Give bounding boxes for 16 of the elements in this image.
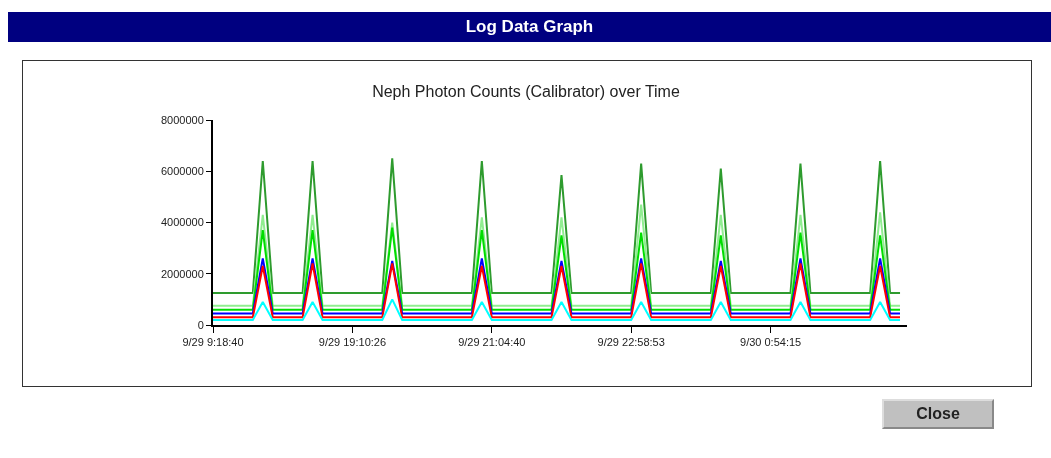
line-series: [213, 226, 902, 311]
y-tick-label: 8000000: [160, 113, 204, 126]
chart-title: Neph Photon Counts (Calibrator) over Time: [372, 83, 680, 101]
x-tick-label: 9/30 0:54:15: [740, 336, 802, 349]
y-tick-label: 2000000: [160, 267, 204, 280]
line-series: [213, 157, 902, 294]
y-tick-label: 6000000: [160, 165, 204, 178]
x-tick-label: 9/29 21:04:40: [458, 336, 526, 349]
x-tick-label: 9/29 19:10:26: [318, 336, 387, 349]
line-series: [213, 203, 902, 307]
text: Close: [882, 399, 994, 429]
text: Log Data Graph: [8, 12, 1051, 42]
y-tick-label: 0: [197, 318, 204, 331]
y-tick-label: 4000000: [160, 216, 204, 229]
x-tick-label: 9/29 9:18:40: [182, 336, 244, 349]
x-tick-label: 9/29 22:58:53: [597, 336, 665, 349]
